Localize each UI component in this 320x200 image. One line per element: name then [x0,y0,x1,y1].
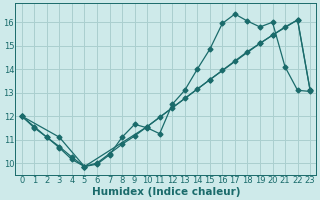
X-axis label: Humidex (Indice chaleur): Humidex (Indice chaleur) [92,187,240,197]
